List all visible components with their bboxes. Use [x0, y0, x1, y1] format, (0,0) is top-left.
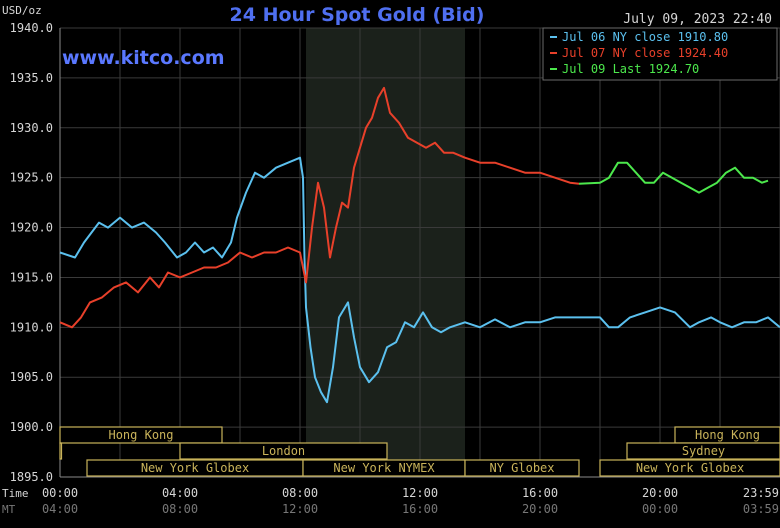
- session-bar: Sydney: [626, 442, 780, 460]
- x-tick-label: 08:00: [282, 486, 318, 500]
- session-label: New York Globex: [636, 461, 744, 475]
- y-tick-label: 1910.0: [10, 320, 53, 334]
- x-tick-label: 20:00: [642, 486, 678, 500]
- price-series: [59, 86, 780, 404]
- x-axis-ticks: 00:00 04:00 04:00 08:00 08:00 12:00 12:00 16:00…: [42, 486, 779, 516]
- session-bar: [59, 442, 63, 460]
- x-tick-label-secondary: 00:00: [642, 502, 678, 516]
- legend: Jul 06 NY close 1910.80 Jul 07 NY close 1…: [550, 30, 728, 76]
- x-tick-label: 00:00: [42, 486, 78, 500]
- unit-label: USD/oz: [2, 4, 42, 17]
- legend-entry: Jul 09 Last 1924.70: [562, 62, 699, 76]
- session-bar: London: [179, 442, 388, 460]
- x-tick-label: 04:00: [162, 486, 198, 500]
- x-tick-label-secondary: 08:00: [162, 502, 198, 516]
- time-row-label: Time: [2, 487, 29, 500]
- y-tick-label: 1900.0: [10, 420, 53, 434]
- series-line-jul07: [59, 86, 580, 329]
- y-tick-label: 1920.0: [10, 221, 53, 235]
- legend-box: [542, 27, 778, 81]
- y-tick-label: 1895.0: [10, 470, 53, 484]
- x-tick-label-secondary: 04:00: [42, 502, 78, 516]
- time-row2-label: MT: [2, 503, 16, 516]
- session-bar: NY Globex: [464, 459, 580, 477]
- session-bar: Hong Kong: [59, 426, 223, 444]
- session-bar: New York Globex: [599, 459, 780, 477]
- session-bar: New York NYMEX: [302, 459, 466, 477]
- session-label: Hong Kong: [108, 428, 173, 442]
- session-label: Hong Kong: [695, 428, 760, 442]
- x-tick-label-secondary: 20:00: [522, 502, 558, 516]
- nymex-hours-highlight: [306, 28, 465, 477]
- x-tick-label: 16:00: [522, 486, 558, 500]
- market-sessions: Hong Kong Hong Kong London Sydney New York G…: [59, 426, 780, 477]
- session-bar: Hong Kong: [674, 426, 780, 444]
- series-line-jul09: [578, 161, 769, 194]
- session-label: Sydney: [682, 444, 725, 458]
- y-tick-label: 1925.0: [10, 171, 53, 185]
- timestamp: July 09, 2023 22:40: [623, 12, 772, 27]
- session-bar: New York Globex: [86, 459, 304, 477]
- legend-entry: Jul 07 NY close 1924.40: [562, 46, 728, 60]
- session-label: NY Globex: [489, 461, 554, 475]
- watermark: www.kitco.com: [62, 47, 225, 69]
- y-tick-label: 1940.0: [10, 21, 53, 35]
- y-tick-label: 1905.0: [10, 370, 53, 384]
- session-label: New York Globex: [141, 461, 249, 475]
- session-label: London: [262, 444, 305, 458]
- x-tick-label-secondary: 03:59: [743, 502, 779, 516]
- series-line-jul06: [59, 156, 780, 404]
- y-tick-label: 1915.0: [10, 270, 53, 284]
- x-tick-label-secondary: 16:00: [402, 502, 438, 516]
- x-tick-label: 23:59: [743, 486, 779, 500]
- y-tick-label: 1935.0: [10, 71, 53, 85]
- x-tick-label: 12:00: [402, 486, 438, 500]
- legend-entry: Jul 06 NY close 1910.80: [562, 30, 728, 44]
- session-label: New York NYMEX: [333, 461, 435, 475]
- y-axis-ticks: 1940.0 1935.0 1930.0 1925.0 1920.0 1915.0 1910…: [10, 21, 53, 484]
- y-tick-label: 1930.0: [10, 121, 53, 135]
- chart-title: 24 Hour Spot Gold (Bid): [230, 4, 485, 26]
- x-tick-label-secondary: 12:00: [282, 502, 318, 516]
